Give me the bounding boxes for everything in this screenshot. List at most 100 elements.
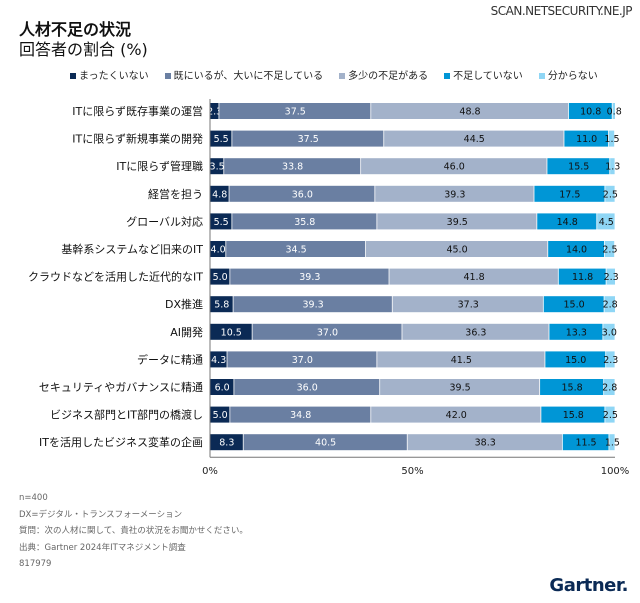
data-label: 4.3 — [211, 355, 226, 366]
legend-item: まったくいない — [70, 67, 149, 82]
data-label: 14.8 — [557, 217, 578, 228]
data-label: 11.8 — [572, 272, 593, 283]
bar-segment — [558, 268, 606, 285]
bar-segment — [229, 185, 375, 202]
bar-segment — [371, 406, 541, 423]
legend-label: 多少の不足がある — [348, 71, 429, 82]
x-tick-label: 100% — [601, 466, 630, 477]
note-n: n=400 — [19, 493, 48, 503]
legend-swatch — [444, 73, 451, 79]
bar-segment — [210, 268, 230, 285]
bar-segment — [604, 296, 616, 313]
data-label: 11.5 — [575, 438, 596, 449]
data-label: 39.3 — [299, 272, 320, 283]
bar-segment — [541, 406, 605, 423]
bar-segment — [605, 406, 615, 423]
bar-segment — [377, 213, 537, 230]
bar-segment — [226, 241, 366, 257]
bar-segment — [609, 434, 615, 451]
data-label: 40.5 — [315, 438, 336, 449]
data-label: 37.0 — [317, 327, 338, 338]
bar-segment — [230, 268, 389, 285]
bar-segment — [603, 323, 615, 340]
bar-segment — [210, 158, 224, 175]
bar-segment — [568, 103, 612, 119]
data-label: 11.0 — [576, 134, 597, 145]
bar-segment — [545, 351, 606, 368]
legend-swatch — [70, 73, 76, 79]
bar-segment — [605, 185, 615, 202]
data-label: 44.5 — [464, 134, 485, 145]
chart-subtitle: 回答者の割合 (%) — [19, 40, 148, 59]
bar-segment — [210, 103, 219, 119]
bar-segment — [389, 268, 558, 285]
category-label: グローバル対応 — [126, 214, 203, 228]
data-label: 39.5 — [450, 383, 471, 394]
category-label: セキュリティやガバナンスに精通 — [39, 381, 203, 394]
bar-segment — [210, 241, 226, 257]
data-label: 2.5 — [602, 245, 617, 256]
bar-segment — [597, 213, 615, 230]
data-label: 5.0 — [213, 272, 228, 283]
data-label: 42.0 — [446, 410, 467, 421]
data-label: 36.0 — [292, 189, 313, 200]
bar-segment — [233, 296, 392, 313]
legend-item: 多少の不足がある — [339, 67, 428, 82]
category-label: 基幹系システムなど旧来のIT — [61, 242, 203, 256]
data-label: 15.8 — [563, 410, 584, 421]
data-label: 15.0 — [565, 355, 586, 366]
bar-segment — [230, 406, 371, 423]
data-label: 5.8 — [214, 300, 229, 311]
data-label: 45.0 — [446, 245, 467, 256]
bar-segment — [384, 130, 564, 147]
site-watermark: SCAN.NETSECURITY.NE.JP — [490, 4, 633, 18]
bar-segment — [380, 379, 540, 395]
data-label: 3.5 — [210, 162, 225, 173]
data-label: 15.8 — [561, 383, 582, 394]
bar-segment — [210, 130, 232, 147]
bar-segment — [232, 213, 377, 230]
legend: まったくいない 既にいるが、大いに不足している 多少の不足がある 不足していない 分から… — [70, 67, 598, 82]
data-label: 37.3 — [458, 300, 479, 311]
data-label: 1.3 — [605, 162, 620, 173]
bar-segment — [610, 158, 615, 175]
bar-segment — [604, 241, 615, 257]
data-label: 15.5 — [568, 162, 589, 173]
data-label: 33.8 — [282, 162, 303, 173]
legend-label: 不足していない — [453, 71, 523, 82]
category-label: データに精通 — [137, 352, 203, 366]
data-label: 37.5 — [285, 107, 306, 118]
bar-segment — [361, 158, 547, 175]
bar-segment — [392, 296, 543, 313]
data-label: 6.0 — [215, 383, 230, 394]
bar-segment — [224, 158, 361, 175]
category-label: ITに限らず既存事業の運営 — [72, 104, 203, 118]
legend-swatch — [164, 73, 171, 79]
bar-segment — [227, 351, 377, 368]
data-label: 10.5 — [221, 327, 242, 338]
bar-segment — [210, 406, 230, 423]
data-label: 5.5 — [214, 217, 229, 228]
x-tick-label: 0% — [202, 466, 218, 477]
legend-label: 分からない — [547, 71, 598, 82]
data-label: 2.5 — [603, 189, 618, 200]
bar-segment — [210, 323, 252, 340]
data-label: 13.3 — [566, 327, 587, 338]
bar-segment — [219, 103, 371, 119]
data-label: 0.8 — [607, 107, 622, 118]
legend-item: 分からない — [538, 67, 598, 82]
bar-segment — [548, 241, 605, 257]
category-label: ITを活用したビジネス変革の企画 — [39, 435, 203, 449]
category-label: AI開発 — [170, 325, 203, 339]
bar-segment — [377, 351, 545, 368]
legend-item: 不足していない — [444, 67, 523, 82]
notes: n=400 DX=デジタル・トランスフォーメーション 質問：次の人材に関して、貴… — [19, 490, 248, 573]
bar-segment — [210, 434, 243, 451]
bar-segment — [547, 158, 610, 175]
legend-swatch — [339, 73, 346, 79]
data-label: 37.0 — [292, 355, 313, 366]
bar-segment — [564, 130, 609, 147]
bar-segment — [537, 213, 597, 230]
data-label: 2.3 — [207, 107, 222, 118]
